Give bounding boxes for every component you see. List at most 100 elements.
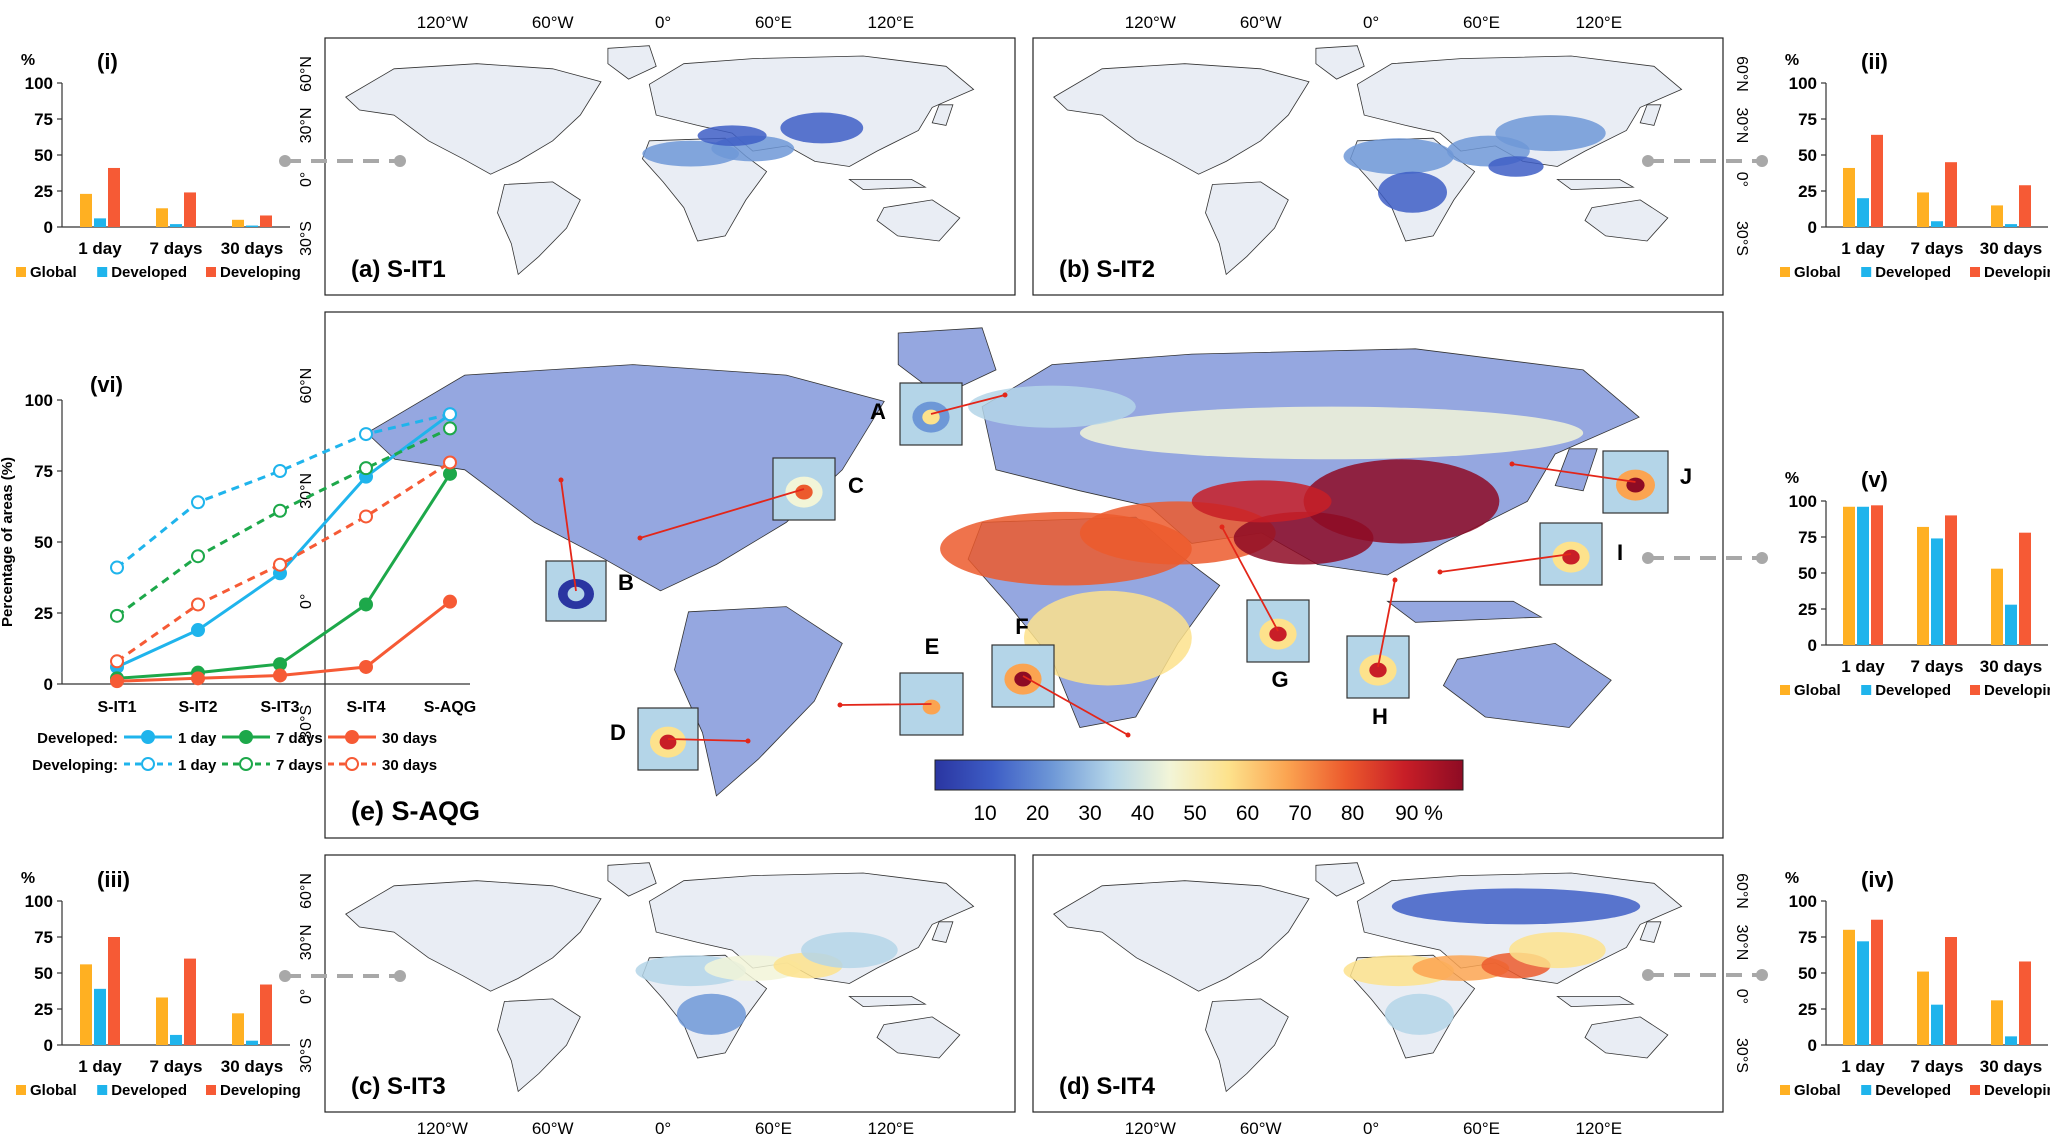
line-legend-label-0-2: 30 days	[382, 730, 437, 747]
bar-legend-label-i-1: Developed	[111, 264, 187, 281]
lat-tick-c-1: 30°N	[298, 925, 315, 961]
connector-dot-end-1	[1756, 155, 1768, 167]
bar-iii-developed-2	[246, 1040, 258, 1045]
lon-tick-d-0: 120°W	[1125, 1119, 1176, 1138]
continent-southAmerica	[497, 181, 581, 276]
bar-v-developed-2	[2005, 604, 2017, 645]
bar-i-developed-2	[246, 225, 258, 227]
bar-iv-global-2	[1991, 1000, 2003, 1045]
bar-category-v-1: 7 days	[1911, 657, 1964, 676]
bar-ii-developed-2	[2005, 224, 2017, 227]
continent-indonesia	[1556, 178, 1635, 191]
lon-tick-b-2: 0°	[1363, 13, 1379, 32]
map-a: (a) S-IT1 120°W 60°W 0° 60°E 120°E 60°N 30°N 0° 3…	[298, 13, 1016, 296]
lon-tick-c-3: 60°E	[755, 1119, 792, 1138]
bar-iv-developed-1	[1931, 1004, 1943, 1045]
bar-legend-swatch-iv-0	[1780, 1085, 1790, 1095]
lon-tick-d-2: 0°	[1363, 1119, 1379, 1138]
lat-tick-c-0: 60°N	[298, 873, 315, 909]
bar-legend-label-iv-2: Developing	[1984, 1082, 2050, 1099]
continent-greenland	[1315, 45, 1365, 80]
line-ytick-0: 0	[44, 675, 53, 694]
bar-panel-label-iv: (iv)	[1861, 867, 1894, 892]
bar-iii-global-0	[80, 964, 92, 1045]
map-b: (b) S-IT2 120°W 60°W 0° 60°E 120°E 60°N 30°N 0° 3…	[1032, 13, 1750, 296]
lat-tick-e-1: 30°N	[298, 473, 315, 509]
inset-A: A	[870, 382, 1008, 446]
bar-legend-swatch-i-2	[206, 267, 216, 277]
bar-i-developed-1	[170, 224, 182, 227]
bar-ytick-ii-100: 100	[1789, 74, 1817, 93]
lat-tick-e-0: 60°N	[298, 368, 315, 404]
hotspot-b-3	[1378, 171, 1447, 213]
line-ytick-75: 75	[34, 462, 53, 481]
line-ytick-50: 50	[34, 533, 53, 552]
inset-label-C: C	[848, 473, 864, 498]
bar-legend-swatch-v-0	[1780, 685, 1790, 695]
bar-legend-swatch-iii-2	[206, 1085, 216, 1095]
continent-greenland	[607, 862, 657, 897]
inset-arrow-F	[1022, 675, 1129, 736]
lon-tick-b-0: 120°W	[1125, 13, 1176, 32]
line-category-4: S-AQG	[424, 699, 476, 716]
bar-iii-developing-0	[108, 937, 120, 1045]
bar-ytick-iii-75: 75	[34, 928, 53, 947]
inset-frame-C	[772, 457, 836, 521]
line-legend-marker-1-2	[345, 757, 359, 771]
bar-category-ii-0: 1 day	[1841, 239, 1885, 258]
inset-core-H	[1369, 662, 1387, 678]
bar-ytick-iii-100: 100	[25, 892, 53, 911]
continent-australia	[876, 199, 961, 242]
bar-iv-developing-2	[2019, 961, 2031, 1045]
bar-iv-global-1	[1917, 971, 1929, 1045]
continent-australia	[1584, 199, 1669, 242]
inset-arrow-origin-F	[1125, 732, 1131, 738]
bar-chart-iii: % (iii) 0 25 50 75 100 1 day 7 days 30 days Global…	[16, 867, 301, 1099]
colorbar-tick-1: 20	[1026, 802, 1049, 825]
map-label-a: (a) S-IT1	[351, 256, 446, 283]
inset-label-H: H	[1372, 704, 1388, 729]
lon-tick-a-4: 120°E	[868, 13, 915, 32]
bar-legend-label-v-2: Developing	[1984, 682, 2050, 699]
inset-D: D	[610, 707, 751, 771]
bar-iii-developed-0	[94, 988, 106, 1045]
hotspot-e-3	[1303, 459, 1500, 544]
lon-tick-a-0: 120°W	[417, 13, 468, 32]
continent-southAmerica	[674, 606, 843, 797]
inset-arrow-C	[639, 488, 805, 539]
bar-legend-label-i-2: Developing	[220, 264, 301, 281]
hotspot-e-6	[1079, 406, 1584, 460]
inset-arrow-origin-C	[637, 535, 643, 541]
bar-panel-label-i: (i)	[97, 49, 118, 74]
bar-ii-developing-0	[1871, 134, 1883, 227]
line-panel-label: (vi)	[90, 372, 123, 397]
colorbar-tick-3: 40	[1131, 802, 1154, 825]
inset-core-E	[922, 699, 941, 715]
bar-v-developing-1	[1945, 515, 1957, 645]
bar-ytick-v-100: 100	[1789, 492, 1817, 511]
bar-category-iv-1: 7 days	[1911, 1057, 1964, 1076]
lat-tick-b-1: 30°N	[1733, 108, 1750, 144]
inset-C: C	[637, 457, 864, 541]
bar-legend-label-ii-1: Developed	[1875, 264, 1951, 281]
inset-core-C	[795, 484, 813, 500]
bar-v-developing-2	[2019, 532, 2031, 645]
line-point-developing-1-day-3	[359, 427, 373, 442]
map-e: (e) S-AQG 60°N 30°N 0° 30°S	[298, 311, 1724, 839]
lat-tick-e-2: 0°	[298, 594, 315, 609]
bar-ytick-iv-75: 75	[1798, 928, 1817, 947]
bar-ytick-iii-0: 0	[44, 1036, 53, 1055]
bar-ytick-i-100: 100	[25, 74, 53, 93]
inset-label-A: A	[870, 399, 886, 424]
bar-unit-ii: %	[1785, 52, 1799, 69]
bar-legend-label-ii-0: Global	[1794, 264, 1841, 281]
bar-iii-global-2	[232, 1013, 244, 1045]
inset-arrow-origin-B	[558, 477, 564, 483]
bar-ii-global-2	[1991, 205, 2003, 227]
lat-tick-b-2: 0°	[1733, 172, 1750, 187]
continent-indonesia	[848, 178, 927, 191]
line-point-developed-30-days-2	[273, 668, 287, 683]
map-label-d: (d) S-IT4	[1059, 1073, 1156, 1100]
continent-indonesia	[848, 996, 927, 1008]
